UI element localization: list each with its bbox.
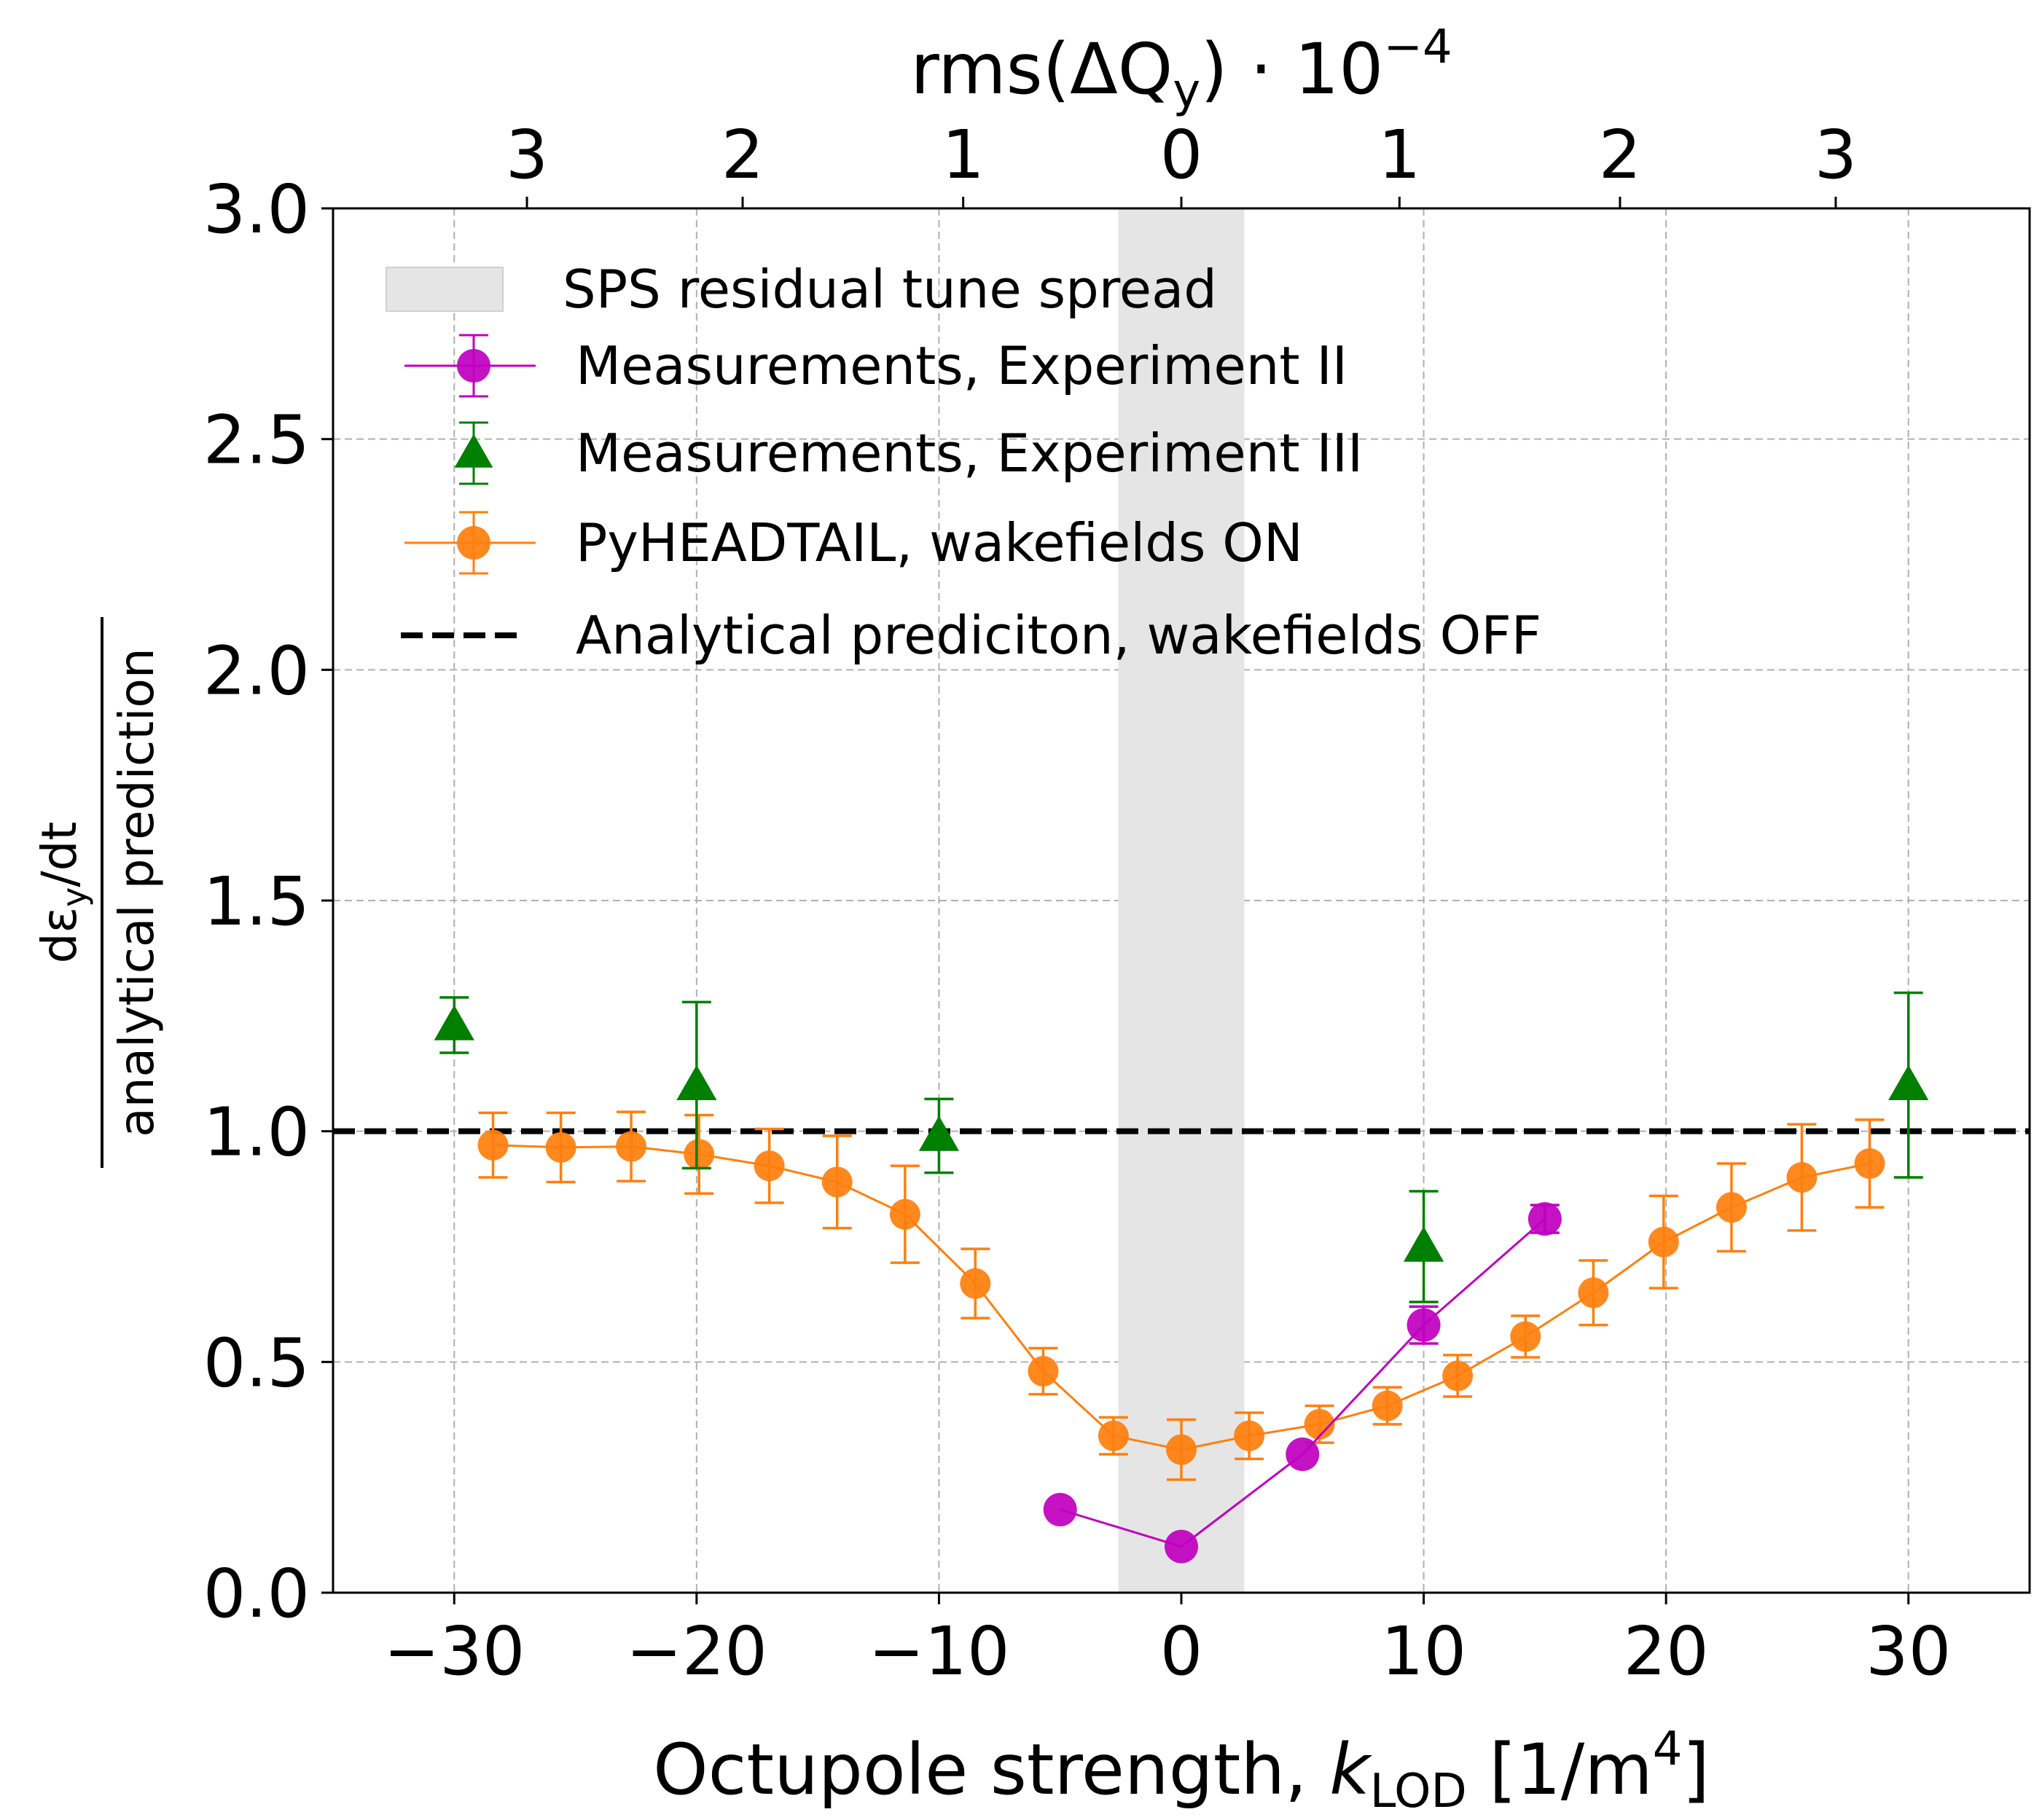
data-point <box>1648 1226 1679 1258</box>
x-tick-label: 30 <box>1866 1612 1951 1690</box>
data-point <box>889 1199 920 1230</box>
data-point <box>1510 1321 1541 1352</box>
series-pyheadtail-wakefields-on <box>477 1110 1885 1481</box>
legend-label: PyHEADTAIL, wakefields ON <box>576 512 1303 573</box>
data-point <box>1372 1390 1403 1421</box>
y-axis-title-numerator: dεy/dt <box>31 822 94 964</box>
y-tick-label: 0.5 <box>203 1324 310 1402</box>
legend-swatch-marker <box>454 434 493 468</box>
tune-spread-band <box>1118 208 1245 1593</box>
x-axis-title: Octupole strength, kLOD [1/m4] <box>653 1722 1710 1819</box>
x-tick-label: 0 <box>1160 1612 1203 1690</box>
data-point <box>960 1268 991 1299</box>
data-point <box>821 1166 853 1198</box>
legend-swatch-marker <box>457 526 490 560</box>
top-tick-label: 3 <box>1815 116 1858 194</box>
data-point <box>1442 1360 1474 1392</box>
data-point <box>1286 1437 1320 1471</box>
top-tick-label: 0 <box>1160 116 1203 194</box>
y-axis-title: dεy/dt analytical prediction <box>31 617 165 1168</box>
legend-swatch-marker <box>457 349 490 383</box>
x-tick-label: −20 <box>626 1612 767 1690</box>
tick-layer: −30 −20 −10 0 10 20 300.00.51.01.52.02.53.03 2 1… <box>203 116 1952 1690</box>
series-measurements-experiment-ii <box>1043 1202 1562 1564</box>
y-tick-label: 1.0 <box>203 1094 310 1172</box>
data-point <box>1234 1420 1265 1451</box>
legend-entry: Measurements, Experiment II <box>404 334 1347 398</box>
series-measurements-experiment-iii <box>434 991 1929 1303</box>
top-tick-label: 1 <box>942 116 985 194</box>
data-point <box>1786 1162 1818 1193</box>
data-point <box>754 1150 785 1182</box>
x-tick-label: −30 <box>383 1612 525 1690</box>
data-point <box>1403 1226 1444 1262</box>
data-point <box>477 1129 509 1161</box>
data-point <box>1407 1308 1441 1342</box>
data-point <box>1098 1420 1129 1451</box>
data-point <box>434 1005 474 1040</box>
data-point <box>684 1139 715 1170</box>
tune-spread-band-layer <box>1118 208 1245 1593</box>
data-point <box>1028 1356 1059 1386</box>
top-tick-label: 2 <box>721 116 764 194</box>
legend-entry: Analytical prediciton, wakefields OFF <box>401 605 1541 666</box>
data-point <box>1166 1434 1197 1465</box>
top-tick-label: 3 <box>506 116 549 194</box>
y-tick-label: 0.0 <box>203 1555 310 1633</box>
x-tick-label: −10 <box>868 1612 1009 1690</box>
legend: SPS residual tune spread Measurements, E… <box>386 259 1541 666</box>
top-tick-label: 2 <box>1599 116 1642 194</box>
data-point <box>1578 1277 1609 1309</box>
x-tick-label: 20 <box>1624 1612 1709 1690</box>
data-point <box>1165 1529 1198 1564</box>
legend-label: Measurements, Experiment II <box>576 335 1347 396</box>
y-tick-label: 3.0 <box>203 170 310 248</box>
series-layer <box>434 991 1929 1564</box>
legend-entry: Measurements, Experiment III <box>454 421 1363 485</box>
legend-label: Measurements, Experiment III <box>576 423 1363 484</box>
data-point <box>1527 1202 1562 1236</box>
data-point <box>918 1115 960 1151</box>
data-point <box>1888 1064 1929 1101</box>
top-axis-title: rms(ΔQy) · 10−4 <box>910 20 1452 118</box>
legend-entry: SPS residual tune spread <box>386 259 1217 320</box>
y-tick-label: 2.0 <box>203 632 310 710</box>
y-tick-label: 2.5 <box>203 401 310 479</box>
data-point <box>676 1064 717 1101</box>
top-tick-label: 1 <box>1378 116 1421 194</box>
legend-label: SPS residual tune spread <box>563 259 1217 320</box>
y-tick-label: 1.5 <box>203 863 310 941</box>
legend-label: Analytical prediciton, wakefields OFF <box>576 605 1541 666</box>
legend-entry: PyHEADTAIL, wakefields ON <box>404 511 1303 575</box>
data-point <box>616 1131 647 1162</box>
data-point <box>1043 1493 1077 1526</box>
legend-swatch-band <box>386 267 504 312</box>
data-point <box>1854 1148 1885 1179</box>
data-point <box>1716 1192 1747 1223</box>
data-point <box>545 1131 576 1163</box>
x-tick-label: 10 <box>1381 1612 1466 1690</box>
y-axis-title-denominator: analytical prediction <box>109 648 165 1137</box>
data-point <box>1304 1408 1335 1440</box>
